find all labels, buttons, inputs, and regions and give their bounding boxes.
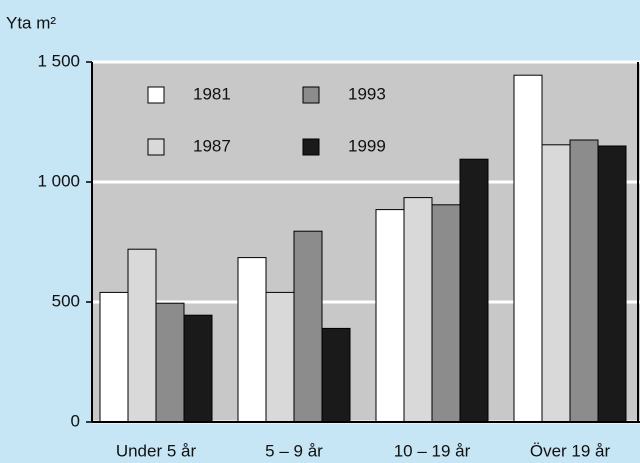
bar bbox=[321, 327, 351, 423]
bar bbox=[155, 302, 185, 423]
bar bbox=[237, 257, 267, 423]
bar bbox=[99, 291, 129, 423]
bar bbox=[265, 291, 295, 423]
bar bbox=[183, 314, 213, 423]
legend-swatch bbox=[147, 138, 165, 156]
bar bbox=[431, 204, 461, 423]
bar bbox=[459, 158, 489, 423]
bar bbox=[569, 139, 599, 423]
legend-label: 1999 bbox=[348, 136, 386, 155]
y-tick-label: 500 bbox=[52, 291, 80, 310]
legend-label: 1993 bbox=[348, 84, 386, 103]
y-tick-label: 1 500 bbox=[37, 51, 80, 70]
legend-swatch bbox=[302, 138, 320, 156]
x-tick-label: Över 19 år bbox=[530, 441, 611, 460]
legend-label: 1987 bbox=[193, 136, 231, 155]
legend-swatch bbox=[302, 86, 320, 104]
bar bbox=[597, 145, 627, 423]
x-tick-label: Under 5 år bbox=[116, 441, 197, 460]
x-tick-label: 5 – 9 år bbox=[265, 441, 323, 460]
legend-swatch bbox=[147, 86, 165, 104]
bar bbox=[293, 230, 323, 423]
bar bbox=[127, 248, 157, 423]
y-tick-label: 0 bbox=[71, 411, 80, 430]
bar bbox=[513, 74, 543, 423]
y-axis-label: Yta m² bbox=[6, 13, 56, 32]
x-tick-label: 10 – 19 år bbox=[394, 441, 471, 460]
bar bbox=[375, 209, 405, 423]
y-tick-label: 1 000 bbox=[37, 171, 80, 190]
legend-label: 1981 bbox=[193, 84, 231, 103]
bar bbox=[541, 144, 571, 423]
bar bbox=[403, 197, 433, 423]
